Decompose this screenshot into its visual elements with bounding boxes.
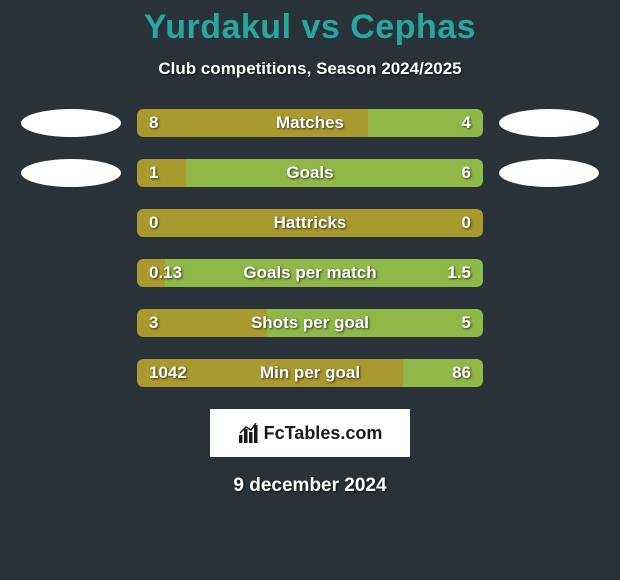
title: Yurdakul vs Cephas	[0, 8, 620, 47]
value-right: 1.5	[447, 263, 471, 283]
spacer	[499, 209, 599, 237]
spacer	[21, 309, 121, 337]
spacer	[21, 359, 121, 387]
spacer	[499, 309, 599, 337]
player2-badge	[499, 109, 599, 137]
player2-badge	[499, 159, 599, 187]
value-right: 0	[462, 213, 471, 233]
spacer	[21, 259, 121, 287]
stat-label: Goals	[286, 163, 333, 183]
bar-segment-right	[403, 359, 483, 387]
player1-badge	[21, 109, 121, 137]
player2-name: Cephas	[350, 8, 476, 46]
stat-row: 1 Goals 6	[0, 159, 620, 187]
stat-row: 3 Shots per goal 5	[0, 309, 620, 337]
value-left: 0.13	[149, 263, 182, 283]
stat-row: 1042 Min per goal 86	[0, 359, 620, 387]
stat-bar: 0.13 Goals per match 1.5	[137, 259, 483, 287]
value-right: 86	[452, 363, 471, 383]
comparison-infographic: Yurdakul vs Cephas Club competitions, Se…	[0, 0, 620, 497]
stat-rows: 8 Matches 4 1 Goals 6 0 Hattricks 0 0.13 Goals per…	[0, 109, 620, 387]
stat-label: Hattricks	[274, 213, 347, 233]
stat-label: Matches	[276, 113, 344, 133]
spacer	[499, 359, 599, 387]
stat-label: Min per goal	[260, 363, 360, 383]
stat-label: Shots per goal	[251, 313, 369, 333]
stat-row: 8 Matches 4	[0, 109, 620, 137]
value-right: 4	[462, 113, 471, 133]
stat-bar: 1042 Min per goal 86	[137, 359, 483, 387]
bar-chart-icon	[238, 423, 260, 443]
value-right: 5	[462, 313, 471, 333]
stat-bar: 8 Matches 4	[137, 109, 483, 137]
stat-bar: 3 Shots per goal 5	[137, 309, 483, 337]
value-right: 6	[462, 163, 471, 183]
date: 9 december 2024	[0, 475, 620, 497]
value-left: 8	[149, 113, 158, 133]
value-left: 1	[149, 163, 158, 183]
stat-row: 0.13 Goals per match 1.5	[0, 259, 620, 287]
subtitle: Club competitions, Season 2024/2025	[0, 59, 620, 79]
spacer	[499, 259, 599, 287]
bar-segment-right	[186, 159, 483, 187]
value-left: 3	[149, 313, 158, 333]
player1-badge	[21, 159, 121, 187]
fctables-logo: FcTables.com	[210, 409, 410, 457]
value-left: 1042	[149, 363, 187, 383]
vs-text: vs	[301, 8, 340, 46]
stat-bar: 0 Hattricks 0	[137, 209, 483, 237]
player1-name: Yurdakul	[144, 8, 292, 46]
bar-segment-left	[137, 159, 186, 187]
logo-text: FcTables.com	[264, 423, 383, 444]
spacer	[21, 209, 121, 237]
stat-label: Goals per match	[243, 263, 376, 283]
stat-bar: 1 Goals 6	[137, 159, 483, 187]
value-left: 0	[149, 213, 158, 233]
stat-row: 0 Hattricks 0	[0, 209, 620, 237]
